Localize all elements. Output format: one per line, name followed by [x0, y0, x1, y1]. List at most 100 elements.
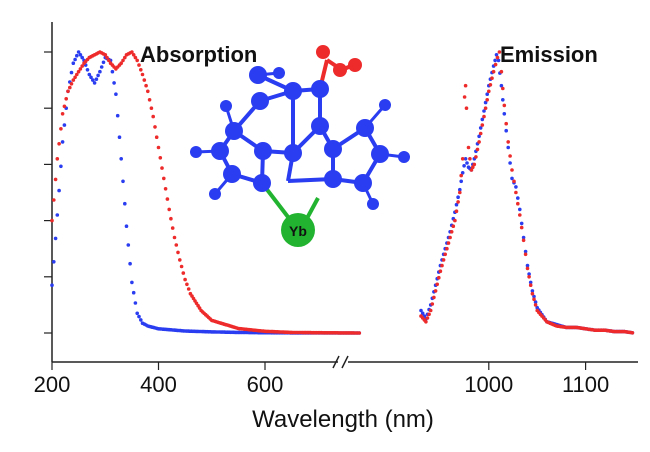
data-point [53, 236, 58, 241]
data-point [126, 243, 131, 247]
data-point [185, 282, 189, 287]
data-point [443, 252, 448, 257]
data-point [475, 147, 480, 152]
data-point [76, 50, 81, 54]
x-tick-label: 1000 [464, 372, 513, 397]
axis-break-mark-1 [332, 355, 340, 369]
data-point [137, 314, 141, 319]
data-point [60, 140, 65, 144]
data-point [52, 198, 56, 202]
data-point [446, 241, 451, 245]
data-point [530, 291, 535, 296]
data-point [477, 134, 481, 139]
data-point [149, 106, 154, 110]
data-point [169, 216, 173, 221]
data-point [458, 190, 462, 195]
molecule-atom [251, 92, 269, 110]
data-point [441, 258, 446, 262]
data-point [528, 280, 533, 285]
data-point [158, 156, 163, 160]
data-point [121, 179, 125, 184]
data-point [514, 185, 518, 189]
data-point [454, 202, 459, 207]
data-point [482, 114, 486, 119]
data-point [112, 81, 116, 85]
data-point [60, 112, 65, 116]
data-point [87, 72, 92, 77]
data-point [130, 50, 134, 54]
data-point [430, 302, 435, 306]
data-point [435, 282, 440, 287]
data-point [451, 224, 456, 228]
data-point [506, 145, 511, 150]
data-point [521, 238, 526, 243]
data-point [167, 207, 171, 212]
data-point [433, 289, 438, 293]
data-point [147, 98, 152, 102]
data-point [477, 140, 481, 144]
molecule-atom [284, 144, 302, 162]
molecule-atom [316, 45, 330, 59]
y-ticks [44, 51, 52, 334]
data-point [463, 157, 468, 161]
data-point [630, 331, 635, 335]
data-point [464, 106, 469, 110]
data-point [94, 77, 99, 81]
molecule-atom [324, 170, 342, 188]
data-point [497, 50, 502, 54]
x-tick-label: 600 [247, 372, 284, 397]
data-point [117, 135, 122, 139]
data-point [52, 260, 56, 264]
data-point [519, 221, 524, 226]
data-point [183, 277, 187, 282]
data-point [176, 250, 180, 255]
data-point [474, 155, 478, 159]
x-tick-label: 200 [34, 372, 71, 397]
molecule-atom [354, 174, 372, 192]
data-point [80, 55, 84, 60]
data-point [110, 69, 115, 74]
data-point [80, 64, 84, 68]
data-point [454, 209, 459, 213]
data-point [133, 301, 138, 305]
x-tick-label: 1100 [562, 372, 609, 397]
data-point [519, 225, 524, 230]
data-point [532, 294, 536, 299]
data-point [428, 308, 433, 313]
data-point [160, 166, 164, 170]
data-point [445, 246, 449, 251]
data-point [146, 89, 150, 94]
data-point [172, 235, 177, 240]
data-point [456, 195, 460, 199]
data-point [530, 289, 535, 293]
data-point [494, 53, 499, 57]
data-point [73, 75, 77, 80]
data-point [419, 308, 423, 313]
yb-label: Yb [289, 223, 307, 239]
molecule-atom [311, 80, 329, 98]
data-point [96, 73, 100, 78]
data-point [453, 218, 457, 223]
data-marks [50, 50, 635, 335]
data-point [107, 58, 111, 63]
data-point [468, 157, 472, 161]
data-point [533, 300, 538, 304]
molecule-atom [281, 213, 315, 247]
data-point [482, 109, 486, 113]
data-point [462, 164, 466, 168]
data-point [71, 61, 76, 65]
molecule-atom [249, 66, 267, 84]
data-point [514, 190, 518, 195]
data-point [424, 320, 428, 324]
data-point [124, 224, 129, 228]
data-point [427, 312, 431, 317]
molecule-atom [333, 63, 347, 77]
molecule-atom [253, 174, 271, 192]
data-point [163, 187, 168, 191]
axis-break-mark-2 [341, 355, 349, 369]
data-point [156, 145, 161, 150]
data-point [533, 303, 538, 307]
data-point [69, 70, 74, 75]
data-point [460, 157, 465, 161]
data-point [119, 157, 123, 161]
